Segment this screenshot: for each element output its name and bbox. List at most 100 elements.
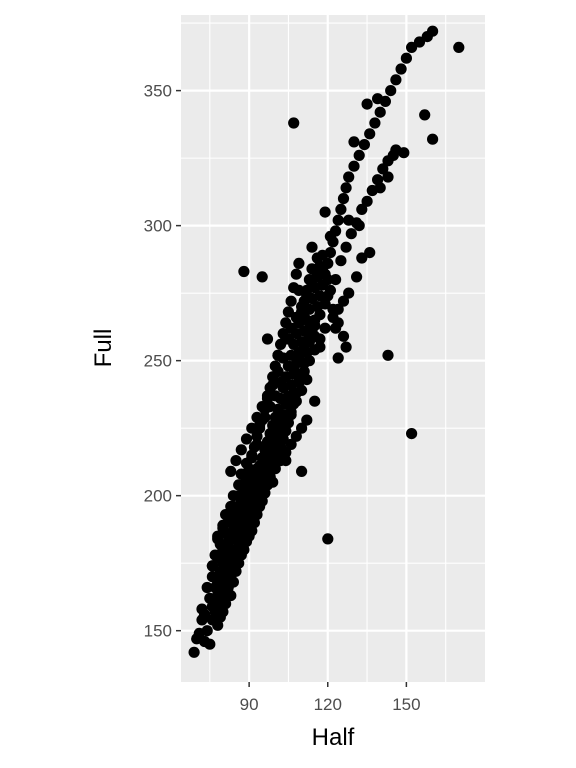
data-point xyxy=(332,214,344,226)
data-point xyxy=(398,147,410,159)
data-point xyxy=(356,252,368,264)
data-point xyxy=(267,379,279,391)
x-axis-ticks: 90 120 150 xyxy=(240,682,421,714)
data-point xyxy=(246,490,258,502)
data-point xyxy=(319,206,331,218)
data-point xyxy=(220,598,232,610)
data-point xyxy=(361,195,373,207)
data-point xyxy=(390,74,402,86)
data-point xyxy=(261,390,274,402)
data-point xyxy=(306,279,318,291)
data-point xyxy=(337,193,350,205)
data-point xyxy=(364,247,376,259)
data-point xyxy=(348,160,360,172)
data-point xyxy=(214,581,226,594)
data-point xyxy=(351,271,363,283)
data-point xyxy=(243,468,255,480)
data-point xyxy=(306,241,318,253)
data-point xyxy=(206,571,218,583)
data-point xyxy=(314,309,326,321)
data-point xyxy=(332,317,344,329)
data-point xyxy=(248,479,260,491)
data-point xyxy=(227,546,239,559)
y-tick-label: 350 xyxy=(144,82,172,101)
data-point xyxy=(212,533,224,545)
data-point xyxy=(309,395,321,407)
data-point xyxy=(217,522,229,534)
data-point xyxy=(230,455,242,467)
data-point xyxy=(288,117,300,129)
data-point xyxy=(201,581,213,594)
data-point xyxy=(235,514,247,526)
data-point xyxy=(372,174,384,186)
data-point xyxy=(364,128,376,140)
data-point xyxy=(351,217,363,229)
y-axis-title: Full xyxy=(90,329,117,368)
data-point xyxy=(201,625,213,637)
data-point xyxy=(199,608,211,621)
data-point xyxy=(204,638,216,650)
data-point xyxy=(233,490,245,502)
data-point xyxy=(406,41,418,54)
data-point xyxy=(220,568,232,580)
data-point xyxy=(309,319,321,332)
data-point xyxy=(303,330,315,342)
data-point xyxy=(240,433,253,445)
data-point xyxy=(337,330,350,342)
data-point xyxy=(322,274,334,286)
data-point xyxy=(395,63,407,75)
data-point xyxy=(235,444,247,456)
x-tick-label: 90 xyxy=(240,695,259,714)
data-point xyxy=(285,438,297,450)
data-point xyxy=(282,306,294,318)
data-point xyxy=(280,333,292,345)
data-point xyxy=(280,417,292,429)
data-point xyxy=(335,255,347,267)
data-point xyxy=(366,184,378,197)
data-point xyxy=(385,85,397,97)
data-point xyxy=(251,438,263,450)
data-point xyxy=(296,465,308,477)
data-point xyxy=(382,349,394,361)
x-tick-label: 150 xyxy=(392,695,420,714)
data-points xyxy=(188,25,465,658)
data-point xyxy=(296,384,308,396)
data-point xyxy=(290,395,302,407)
data-point xyxy=(400,52,412,64)
data-point xyxy=(267,476,279,488)
data-point xyxy=(327,303,339,315)
data-point xyxy=(361,98,373,110)
data-point xyxy=(246,449,258,461)
data-point xyxy=(238,479,250,491)
data-point xyxy=(272,365,284,378)
data-point xyxy=(311,252,323,264)
data-point xyxy=(382,171,394,183)
data-point xyxy=(358,139,370,151)
data-point xyxy=(188,646,200,658)
data-point xyxy=(298,341,310,353)
data-point xyxy=(293,257,305,269)
data-point xyxy=(324,230,336,242)
data-point xyxy=(225,465,237,477)
data-point xyxy=(322,290,334,302)
data-point xyxy=(427,25,439,37)
data-point xyxy=(406,428,418,440)
data-point xyxy=(275,428,287,440)
data-point xyxy=(285,406,297,418)
x-tick-label: 120 xyxy=(314,695,342,714)
data-point xyxy=(332,352,344,364)
y-tick-label: 150 xyxy=(144,622,172,641)
data-point xyxy=(301,374,313,386)
data-point xyxy=(222,536,234,548)
data-point xyxy=(319,322,331,334)
data-point xyxy=(427,133,439,145)
data-point xyxy=(369,117,381,129)
data-point xyxy=(301,414,313,426)
data-point xyxy=(330,274,342,286)
data-point xyxy=(377,163,389,175)
data-point xyxy=(269,463,281,475)
data-point xyxy=(264,401,276,413)
data-point xyxy=(256,271,268,283)
data-point xyxy=(298,311,310,323)
